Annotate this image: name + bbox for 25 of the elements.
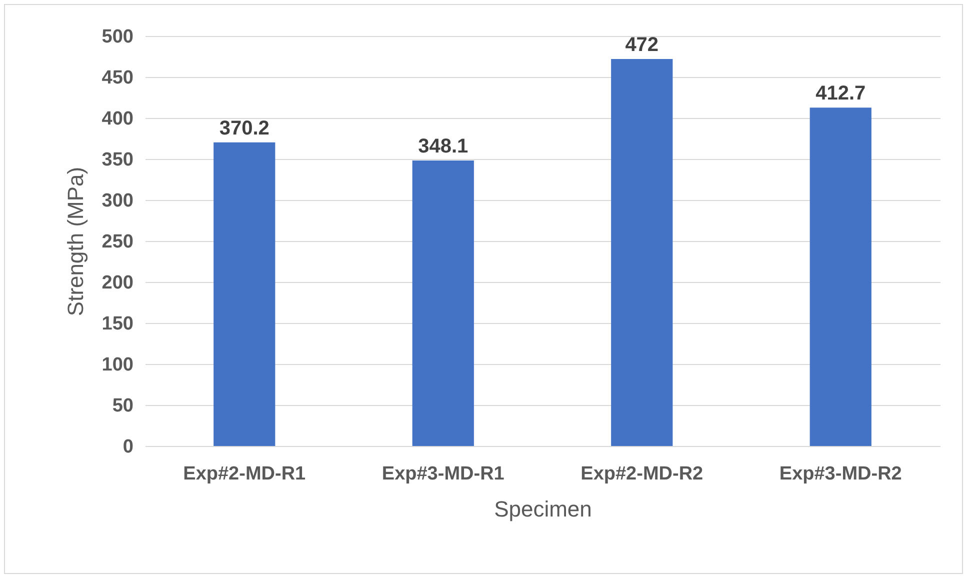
y-tick-label: 100 — [102, 354, 134, 376]
y-tick-label: 250 — [102, 232, 134, 252]
data-label: 348.1 — [418, 136, 468, 158]
y-tick-label: 350 — [102, 150, 134, 170]
y-tick-label: 0 — [122, 436, 134, 458]
y-tick-label: 500 — [102, 26, 134, 48]
x-tick-label: Exp#2-MD-R2 — [580, 464, 704, 484]
y-tick-label: 300 — [102, 190, 134, 212]
x-tick-label: Exp#3-MD-R2 — [779, 464, 902, 484]
y-tick-label: 200 — [102, 272, 134, 294]
y-tick-label: 400 — [102, 108, 134, 130]
bar — [412, 160, 474, 446]
data-label: 412.7 — [816, 82, 866, 105]
y-axis-title: Strength (MPa) — [62, 166, 88, 316]
bar — [214, 142, 276, 446]
y-tick-label: 450 — [102, 68, 134, 88]
data-label: 472 — [625, 34, 659, 56]
y-tick-label: 150 — [102, 314, 134, 334]
y-tick-label: 50 — [112, 396, 134, 416]
x-tick-label: Exp#2-MD-R1 — [183, 464, 306, 484]
x-tick-label: Exp#3-MD-R1 — [382, 464, 505, 484]
data-label: 370.2 — [219, 117, 270, 140]
x-axis-title: Specimen — [494, 496, 592, 522]
bar — [810, 108, 872, 446]
bar — [611, 58, 673, 446]
